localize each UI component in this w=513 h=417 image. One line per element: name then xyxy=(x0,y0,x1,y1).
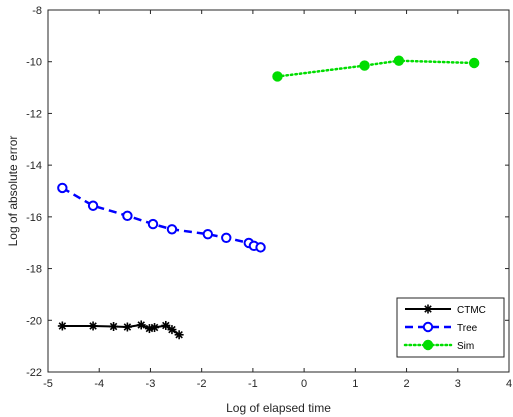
y-tick-label: -22 xyxy=(26,367,42,379)
data-point-sim xyxy=(272,71,283,82)
legend-marker-tree xyxy=(422,321,434,333)
y-tick-label: -18 xyxy=(26,264,42,276)
data-point-tree xyxy=(166,224,178,235)
data-point-sim xyxy=(468,57,480,69)
y-tick-label: -14 xyxy=(26,160,42,172)
series-layer xyxy=(57,55,480,340)
data-point-sim xyxy=(393,55,405,66)
data-point-tree xyxy=(255,242,266,253)
legend-label-sim: Sim xyxy=(457,341,474,352)
x-tick-label: -4 xyxy=(94,378,104,390)
y-tick-label: -20 xyxy=(26,315,42,327)
data-point-sim xyxy=(359,60,370,71)
data-point-ctmc xyxy=(88,321,98,331)
data-point-tree xyxy=(221,232,232,244)
y-tick-label: -12 xyxy=(26,108,42,120)
x-tick-label: -3 xyxy=(146,378,156,390)
legend-label-ctmc: CTMC xyxy=(457,305,486,316)
data-point-tree xyxy=(147,218,159,230)
data-point-ctmc xyxy=(122,322,132,332)
data-point-tree xyxy=(87,200,99,211)
y-tick-label: -16 xyxy=(26,212,42,224)
data-point-tree xyxy=(202,228,214,240)
x-tick-label: -1 xyxy=(248,378,258,390)
y-tick-label: -10 xyxy=(26,57,42,69)
data-point-tree xyxy=(57,182,68,194)
plot-frame xyxy=(47,9,510,373)
data-point-ctmc xyxy=(150,323,160,333)
x-tick-label: 2 xyxy=(403,378,409,390)
data-point-ctmc xyxy=(161,320,171,330)
x-tick-label: 3 xyxy=(455,378,461,390)
x-axis-label: Log of elapsed time xyxy=(226,401,331,415)
data-point-ctmc xyxy=(174,330,184,340)
data-point-ctmc xyxy=(167,325,177,335)
legend: CTMC Tree Sim xyxy=(396,297,505,358)
series-line-sim xyxy=(276,59,476,78)
x-tick-label: -5 xyxy=(43,378,53,390)
legend-marker-ctmc xyxy=(423,304,433,314)
legend-marker-sim xyxy=(422,339,434,351)
x-tick-label: 0 xyxy=(301,378,307,390)
y-tick-label: -8 xyxy=(32,5,42,17)
data-point-tree xyxy=(122,210,133,222)
data-point-ctmc xyxy=(57,321,67,331)
data-point-ctmc xyxy=(109,321,119,331)
x-tick-label: 4 xyxy=(506,378,512,390)
y-axis-label: Log of absolute error xyxy=(6,136,20,247)
data-point-ctmc xyxy=(136,320,146,330)
legend-label-tree: Tree xyxy=(457,323,478,334)
x-tick-label: -2 xyxy=(197,378,207,390)
x-tick-label: 1 xyxy=(352,378,358,390)
